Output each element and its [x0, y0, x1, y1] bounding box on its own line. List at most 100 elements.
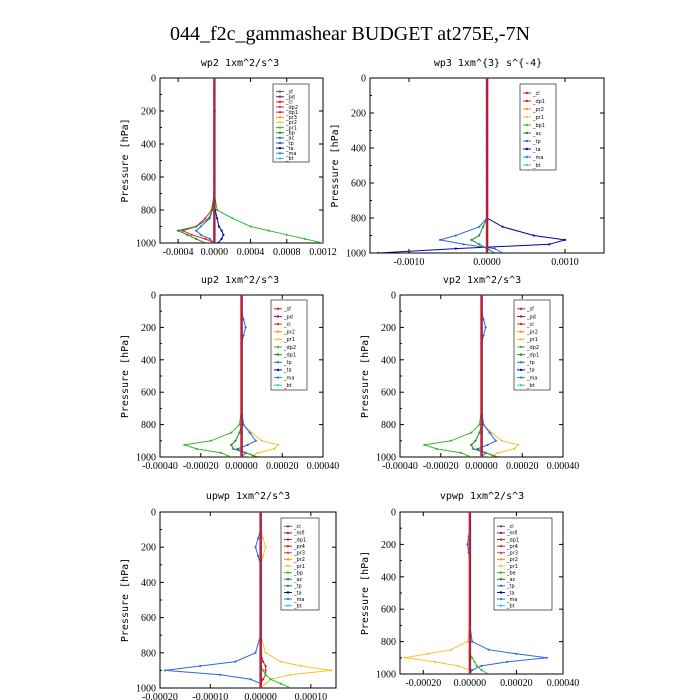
legend-box — [270, 299, 308, 391]
y-tick-label: 600 — [141, 173, 156, 184]
legend-marker — [519, 322, 523, 326]
legend-marker — [278, 136, 282, 140]
series-point — [238, 431, 241, 434]
series-point — [256, 451, 259, 454]
y-tick-label: 200 — [141, 107, 156, 118]
series-point — [186, 233, 189, 236]
series-point — [480, 668, 483, 672]
legend-marker — [286, 551, 290, 554]
x-tick-label: -0.00040 — [142, 461, 178, 472]
legend-label: _ta — [526, 368, 535, 374]
y-tick-label: 800 — [141, 206, 156, 217]
series-point — [199, 664, 202, 668]
legend-label: _dp1 — [285, 110, 298, 116]
legend-label: _ma — [293, 597, 304, 603]
series-point — [264, 669, 267, 672]
series-point — [220, 229, 223, 232]
legend-label: _sf — [526, 307, 534, 313]
series-point — [470, 431, 473, 434]
y-axis-label: Pressure [hPa] — [360, 551, 371, 635]
x-tick-label: 0.00000 — [244, 692, 277, 700]
subplot-4: vp2 1xm^2/s^3 Pressure [hPa] 0 200 400 600 800… — [360, 275, 579, 472]
series-point — [234, 660, 237, 663]
legend-marker — [278, 157, 282, 160]
series-point — [466, 543, 469, 546]
x-tick-label: -0.00010 — [192, 692, 228, 700]
y-tick-label: 1000 — [346, 249, 366, 260]
series-point — [208, 237, 211, 240]
series-point — [248, 431, 251, 434]
legend-label: _tp — [532, 139, 541, 145]
legend-marker — [525, 99, 529, 103]
legend-label: _pr3 — [285, 115, 297, 121]
series-point — [257, 537, 260, 540]
y-axis-label: Pressure [hPa] — [120, 558, 131, 642]
x-tick-label: 0.0000 — [201, 247, 229, 258]
series-point — [216, 208, 219, 212]
legend-label: _dp1 — [506, 537, 519, 543]
y-tick-label: 600 — [141, 388, 156, 399]
legend-label: _pr2 — [285, 120, 297, 126]
x-tick-label: 0.0012 — [309, 247, 337, 258]
y-tick-label: 400 — [381, 572, 396, 583]
x-tick-label: 0.0000 — [473, 257, 501, 268]
legend-label: _ma — [285, 151, 296, 157]
legend-label: _pd — [285, 95, 295, 101]
series-point — [484, 451, 487, 454]
series-point — [279, 660, 282, 663]
legend-label: _ma — [283, 375, 294, 381]
legend-marker — [499, 558, 503, 561]
legend-label: _ac — [293, 577, 303, 583]
series-point — [289, 686, 292, 688]
legend-label: _pr1 — [532, 115, 544, 121]
legend-marker — [525, 123, 529, 127]
series-line-be — [469, 512, 489, 674]
legend-marker — [278, 126, 282, 129]
legend-marker — [499, 544, 503, 548]
legend-label: _dp1 — [526, 352, 539, 358]
series-point — [264, 546, 267, 549]
y-tick-label: 200 — [381, 323, 396, 334]
legend-label: _pr1 — [506, 564, 518, 570]
y-tick-label: 0 — [391, 291, 396, 302]
legend-marker — [286, 571, 290, 574]
y-tick-label: 200 — [141, 323, 156, 334]
legend-label: _pr1 — [283, 337, 295, 343]
series-line-dp2 — [424, 295, 482, 457]
legend-label: _dp1 — [283, 352, 296, 358]
subplot-6: vpwp 1xm^2/s^3 Pressure [hPa] 0 200 400 600 80… — [360, 491, 579, 689]
series-point — [220, 237, 223, 240]
y-tick-label: 600 — [141, 613, 156, 624]
series-point — [435, 447, 438, 450]
legend-marker — [286, 544, 290, 548]
legend-marker — [276, 315, 280, 318]
series-point — [204, 241, 207, 243]
series-point — [204, 217, 207, 220]
series-point — [433, 660, 436, 664]
subplot-1: wp2 1xm^2/s^3 Pressure [hPa] 0 200 400 600 800… — [120, 58, 337, 258]
legend-label: _bt — [293, 603, 302, 609]
series-point — [470, 455, 473, 457]
y-tick-label: 600 — [351, 179, 366, 190]
legend-label: _pr4 — [506, 544, 518, 550]
series-line-pr1 — [404, 512, 471, 674]
series-point — [450, 648, 453, 651]
x-tick-label: -0.00020 — [405, 678, 441, 689]
x-tick-label: 0.00000 — [465, 461, 498, 472]
legend-marker — [286, 564, 290, 568]
legend-marker — [276, 345, 280, 349]
series-point — [471, 640, 474, 643]
series-point — [222, 233, 225, 236]
legend-marker — [499, 531, 503, 535]
series-point — [285, 233, 288, 236]
series-point — [454, 234, 457, 237]
y-tick-label: 800 — [351, 214, 366, 225]
series-point — [470, 238, 473, 241]
legend-marker — [519, 361, 523, 364]
x-tick-label: 0.0010 — [551, 257, 579, 268]
legend-marker — [278, 141, 282, 145]
y-tick-label: 800 — [381, 420, 396, 431]
series-point — [487, 672, 490, 674]
x-tick-label: 0.0004 — [237, 247, 265, 258]
